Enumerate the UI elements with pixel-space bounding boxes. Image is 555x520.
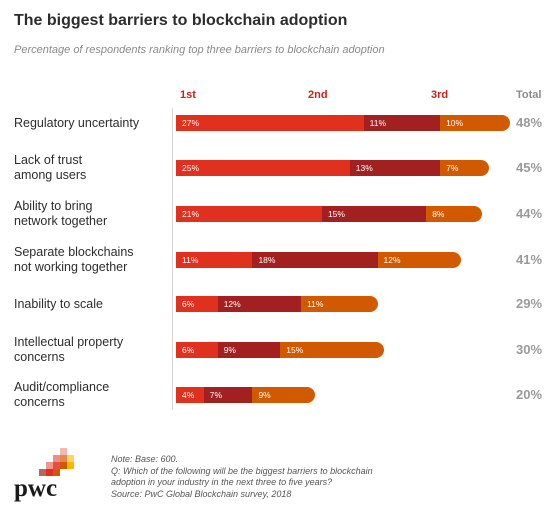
row-label: Separate blockchains not working togethe…: [14, 245, 134, 274]
bar-row: 25% 13% 7%: [176, 160, 489, 176]
bar-segment-2nd: 11%: [363, 115, 441, 131]
data-label: 9%: [223, 345, 236, 355]
note-source: Source: PwC Global Blockchain survey, 20…: [111, 488, 292, 499]
row-label: Audit/compliance concerns: [14, 380, 110, 409]
data-label: 11%: [307, 299, 324, 309]
bar-segment-2nd: 15%: [321, 206, 427, 222]
bar-segment-2nd: 18%: [252, 252, 378, 268]
row-label: Ability to bring network together: [14, 199, 108, 228]
bar-segment-3rd: 8%: [426, 206, 482, 222]
bar-segment-3rd: 12%: [377, 252, 461, 268]
data-label: 9%: [258, 390, 271, 400]
bar-row: 6% 12% 11%: [176, 296, 378, 312]
bar-segment-1st: 27%: [176, 115, 364, 131]
note-base: Note: Base: 600.: [111, 454, 179, 464]
data-label: 8%: [432, 209, 445, 219]
data-label: 11%: [182, 255, 199, 265]
pwc-logo-mark: [14, 448, 74, 508]
bar-segment-1st: 21%: [176, 206, 322, 222]
bar-row: 21% 15% 8%: [176, 206, 482, 222]
chart-subtitle: Percentage of respondents ranking top th…: [14, 44, 385, 56]
data-label: 4%: [182, 390, 195, 400]
row-label: Regulatory uncertainty: [14, 115, 140, 130]
data-label: 6%: [182, 299, 195, 309]
bar-row: 6% 9% 15%: [176, 342, 385, 358]
row-total: 20%: [516, 387, 543, 402]
header-second: 2nd: [308, 89, 328, 101]
bar-segment-3rd: 11%: [301, 296, 378, 312]
data-label: 10%: [446, 118, 464, 128]
row-total: 30%: [516, 342, 543, 357]
data-label: 25%: [182, 163, 200, 173]
data-label: 15%: [327, 209, 345, 219]
chart-notes: Note: Base: 600. Q: Which of the followi…: [111, 454, 441, 500]
bar-segment-1st: 25%: [176, 160, 350, 176]
data-label: 6%: [182, 345, 195, 355]
row-label: Inability to scale: [14, 296, 103, 311]
bar-segment-2nd: 7%: [203, 387, 253, 403]
bar-row: 11% 18% 12%: [176, 252, 461, 268]
row-label: Intellectual property concerns: [14, 335, 124, 364]
bar-segment-3rd: 15%: [280, 342, 385, 358]
bar-segment-3rd: 7%: [440, 160, 489, 176]
data-label: 27%: [182, 118, 200, 128]
data-label: 7%: [446, 163, 459, 173]
bar-row: 27% 11% 10%: [176, 115, 510, 131]
bar-segment-3rd: 10%: [440, 115, 510, 131]
bar-segment-1st: 11%: [176, 252, 253, 268]
data-label: 18%: [258, 255, 276, 265]
bar-segment-2nd: 13%: [349, 160, 441, 176]
data-label: 13%: [355, 163, 373, 173]
bar-segment-1st: 6%: [176, 296, 218, 312]
header-total: Total: [516, 89, 542, 101]
row-total: 41%: [516, 252, 543, 267]
bar-segment-1st: 6%: [176, 342, 218, 358]
note-question-line1: Q: Which of the following will be the bi…: [111, 465, 373, 476]
data-label: 7%: [209, 390, 223, 400]
bar-segment-3rd: 9%: [252, 387, 315, 403]
bar-segment-2nd: 9%: [217, 342, 281, 358]
row-label: Lack of trust among users: [14, 153, 87, 182]
data-label: 12%: [223, 299, 241, 309]
row-total: 29%: [516, 296, 543, 311]
row-total: 44%: [516, 206, 543, 221]
header-first: 1st: [180, 89, 196, 101]
data-label: 15%: [286, 345, 304, 355]
bar-segment-2nd: 12%: [217, 296, 302, 312]
bar-segment-1st: 4%: [176, 387, 204, 403]
row-total: 45%: [516, 160, 543, 175]
bar-row: 4% 7% 9%: [176, 387, 315, 403]
data-label: 11%: [369, 118, 387, 128]
data-label: 21%: [182, 209, 200, 219]
header-third: 3rd: [431, 89, 449, 101]
data-label: 12%: [383, 255, 401, 265]
row-total: 48%: [516, 115, 543, 130]
axis-line: [172, 108, 173, 410]
chart-title: The biggest barriers to blockchain adopt…: [14, 12, 348, 29]
pwc-logo-text: pwc: [14, 475, 58, 502]
note-question-line2: adoption in your industry in the next th…: [111, 477, 333, 487]
